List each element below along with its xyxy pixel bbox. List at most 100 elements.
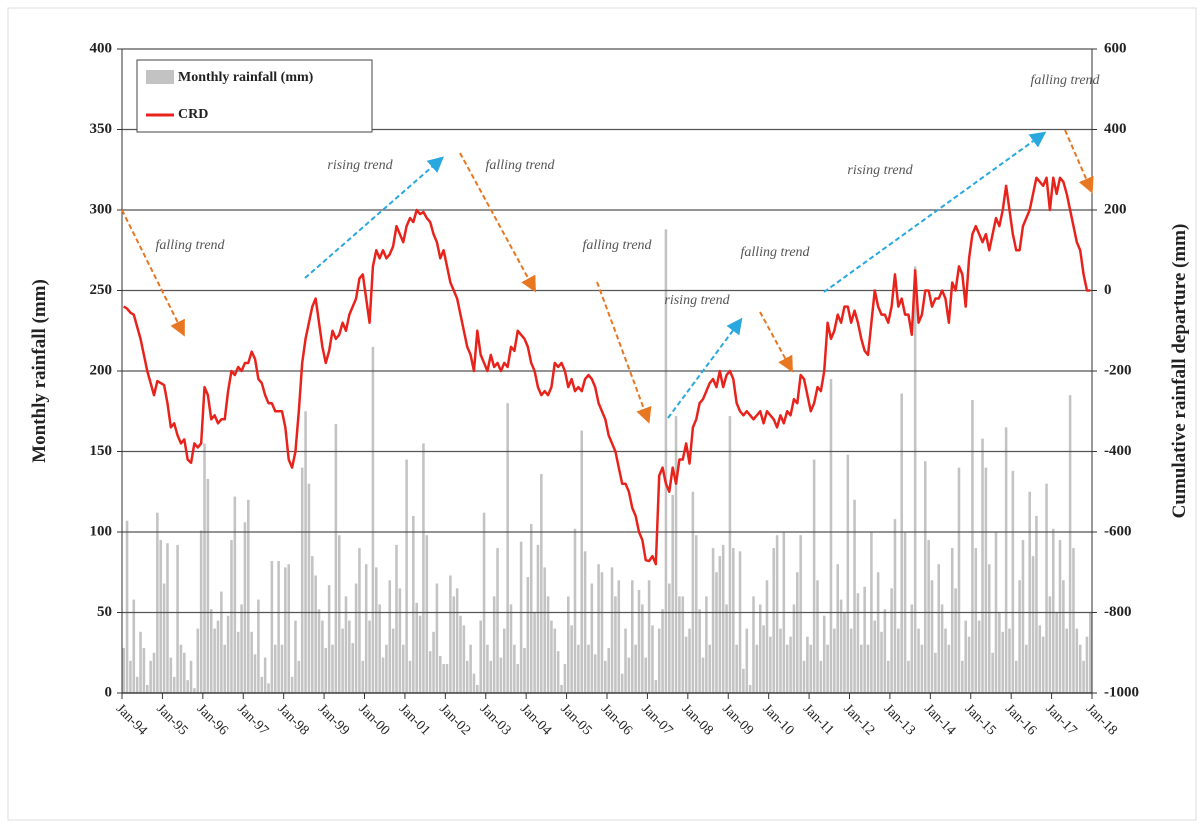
rain-bar <box>1021 540 1025 693</box>
arrow <box>304 156 445 279</box>
y2-tick-label: -200 <box>1104 362 1132 378</box>
rain-bar <box>583 551 587 693</box>
rain-bar <box>1014 660 1018 693</box>
crd-line <box>123 176 1091 566</box>
rain-bar <box>159 540 163 693</box>
rain-bar <box>1065 628 1069 693</box>
rain-bar <box>809 644 813 693</box>
rain-bar <box>593 654 597 693</box>
x-tick-label: Jan-11 <box>800 701 837 738</box>
rain-bar <box>934 652 937 693</box>
rain-bar <box>529 523 533 693</box>
rain-bar <box>540 474 543 693</box>
annotation: falling trend <box>582 238 652 253</box>
rain-bar <box>597 564 600 693</box>
annotation: falling trend <box>1030 73 1100 88</box>
rain-bar <box>607 647 610 693</box>
rain-bar <box>216 620 220 693</box>
rain-bar <box>1001 631 1005 693</box>
rain-bar <box>617 580 621 693</box>
rain-bar <box>395 544 398 693</box>
rain-bar <box>139 631 142 693</box>
rain-bar <box>375 567 378 693</box>
rain-bar <box>647 580 651 693</box>
rain-bar <box>657 628 661 693</box>
rain-bar <box>701 657 705 693</box>
rain-bar <box>179 644 183 693</box>
y-tick-label: 100 <box>90 523 113 539</box>
rain-bar <box>775 535 779 693</box>
rain-bar <box>162 583 166 693</box>
rain-bar <box>849 628 853 693</box>
x-tick-label: Jan-04 <box>517 701 554 738</box>
rain-bar <box>718 556 722 693</box>
rain-bar <box>998 612 1001 693</box>
rain-bar <box>1082 660 1085 693</box>
rain-bar <box>893 519 897 693</box>
rain-bar <box>465 660 469 693</box>
rain-bar <box>668 583 671 693</box>
rain-bar <box>796 572 799 693</box>
rain-bar <box>189 660 193 693</box>
rain-bar <box>469 644 472 693</box>
rain-bar <box>492 596 496 693</box>
rain-bar <box>1011 470 1015 693</box>
annotation: falling trend <box>740 245 810 260</box>
y2-tick-label: 200 <box>1104 201 1127 217</box>
rain-bar <box>145 684 149 693</box>
rain-bar <box>412 515 415 693</box>
rain-bar <box>391 628 395 693</box>
y-tick-label: 400 <box>90 40 113 56</box>
rain-bar <box>132 599 136 693</box>
rain-bar <box>378 604 381 693</box>
rain-bar <box>833 628 836 693</box>
rain-bar <box>853 499 856 693</box>
rain-bar <box>971 399 974 693</box>
rain-bar <box>135 676 139 693</box>
y-tick-label: 150 <box>90 443 113 459</box>
x-tick-label: Jan-96 <box>194 701 231 738</box>
rain-bar <box>860 644 863 693</box>
rain-bar <box>580 430 584 693</box>
rain-bar <box>415 602 418 693</box>
rain-bar <box>806 636 809 693</box>
y2-tick-label: -800 <box>1104 604 1132 620</box>
rain-bar <box>1062 580 1065 693</box>
rain-bar <box>449 575 452 693</box>
rain-bar <box>253 654 257 693</box>
rain-bar <box>223 644 227 693</box>
rain-bar <box>294 620 297 693</box>
rain-bar <box>344 596 348 693</box>
rain-bar <box>280 644 284 693</box>
rain-bar <box>944 628 947 693</box>
rain-bar <box>442 664 445 693</box>
rain-bar <box>556 651 560 693</box>
rain-bar <box>711 548 715 693</box>
rain-bar <box>267 683 270 693</box>
rain-bar <box>610 567 614 693</box>
x-tick-label: Jan-07 <box>638 701 675 738</box>
rain-bar <box>401 644 405 693</box>
rain-bar <box>183 652 186 693</box>
rain-bar <box>152 652 156 693</box>
annotation: falling trend <box>485 158 555 173</box>
rain-bar <box>368 620 371 693</box>
arrow <box>667 317 743 419</box>
rain-bar <box>957 467 961 693</box>
rain-bar <box>947 644 951 693</box>
rain-bar <box>166 543 169 693</box>
rain-bar <box>735 644 738 693</box>
rain-bar <box>917 628 920 693</box>
y-axis-title: Monthly rainfall (mm) <box>29 279 50 463</box>
x-tick-label: Jan-02 <box>436 701 473 738</box>
y2-tick-label: -1000 <box>1104 684 1139 700</box>
rain-bar <box>590 583 594 693</box>
x-tick-label: Jan-09 <box>719 701 756 738</box>
rain-bar <box>880 631 883 693</box>
rain-bar <box>769 636 772 693</box>
rain-bar <box>752 596 755 693</box>
rain-bar <box>142 647 146 693</box>
rain-bar <box>991 652 994 693</box>
rain-bar <box>405 459 408 693</box>
